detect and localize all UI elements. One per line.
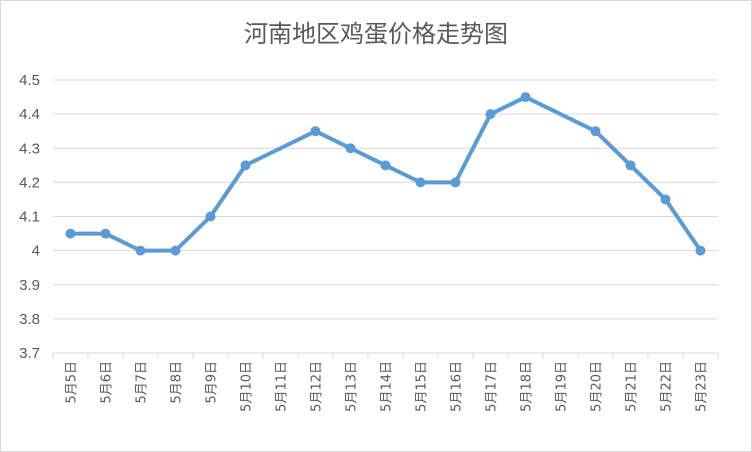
x-tick-label: 5月9日 <box>205 361 220 404</box>
x-tick-label: 5月22日 <box>660 361 675 412</box>
data-point <box>170 245 181 256</box>
x-tick-label: 5月19日 <box>555 361 570 412</box>
x-tick-label: 5月8日 <box>170 361 185 404</box>
data-point <box>695 245 706 256</box>
y-tick-label: 4.2 <box>19 174 40 191</box>
y-tick-label: 4.1 <box>19 209 40 226</box>
data-point <box>660 194 671 205</box>
x-tick-label: 5月17日 <box>485 361 500 412</box>
data-point <box>345 143 356 154</box>
y-tick-label: 4.4 <box>19 106 40 123</box>
data-point <box>240 160 251 171</box>
x-tick-label: 5月6日 <box>100 361 115 404</box>
x-tick-label: 5月5日 <box>65 361 80 404</box>
data-point <box>65 228 76 239</box>
data-point <box>590 126 601 137</box>
data-point <box>135 245 146 256</box>
data-point <box>485 109 496 120</box>
x-tick-label: 5月20日 <box>590 361 605 412</box>
data-point <box>310 126 321 137</box>
y-tick-label: 3.7 <box>19 345 40 362</box>
x-tick-label: 5月13日 <box>345 361 360 412</box>
x-tick-label: 5月10日 <box>240 361 255 412</box>
data-point <box>205 211 216 222</box>
x-tick-label: 5月21日 <box>625 361 640 412</box>
series-line <box>68 95 703 253</box>
x-tick-label: 5月16日 <box>450 361 465 412</box>
data-point <box>520 92 531 103</box>
data-point <box>450 177 461 188</box>
y-tick-label: 3.9 <box>19 277 40 294</box>
x-tick-label: 5月11日 <box>275 361 290 412</box>
y-tick-label: 4.5 <box>19 72 40 89</box>
chart-title: 河南地区鸡蛋价格走势图 <box>244 20 508 48</box>
data-point <box>415 177 426 188</box>
x-tick-label: 5月23日 <box>695 361 710 412</box>
x-tick-label: 5月7日 <box>135 361 150 404</box>
data-point <box>625 160 636 171</box>
x-tick-label: 5月15日 <box>415 361 430 412</box>
data-point <box>380 160 391 171</box>
x-tick-label: 5月18日 <box>520 361 535 412</box>
x-tick-label: 5月14日 <box>380 361 395 412</box>
x-tick-label: 5月12日 <box>310 361 325 412</box>
y-tick-label: 4 <box>32 243 40 260</box>
data-point <box>100 228 111 239</box>
y-tick-label: 3.8 <box>19 311 40 328</box>
y-tick-label: 4.3 <box>19 140 40 157</box>
